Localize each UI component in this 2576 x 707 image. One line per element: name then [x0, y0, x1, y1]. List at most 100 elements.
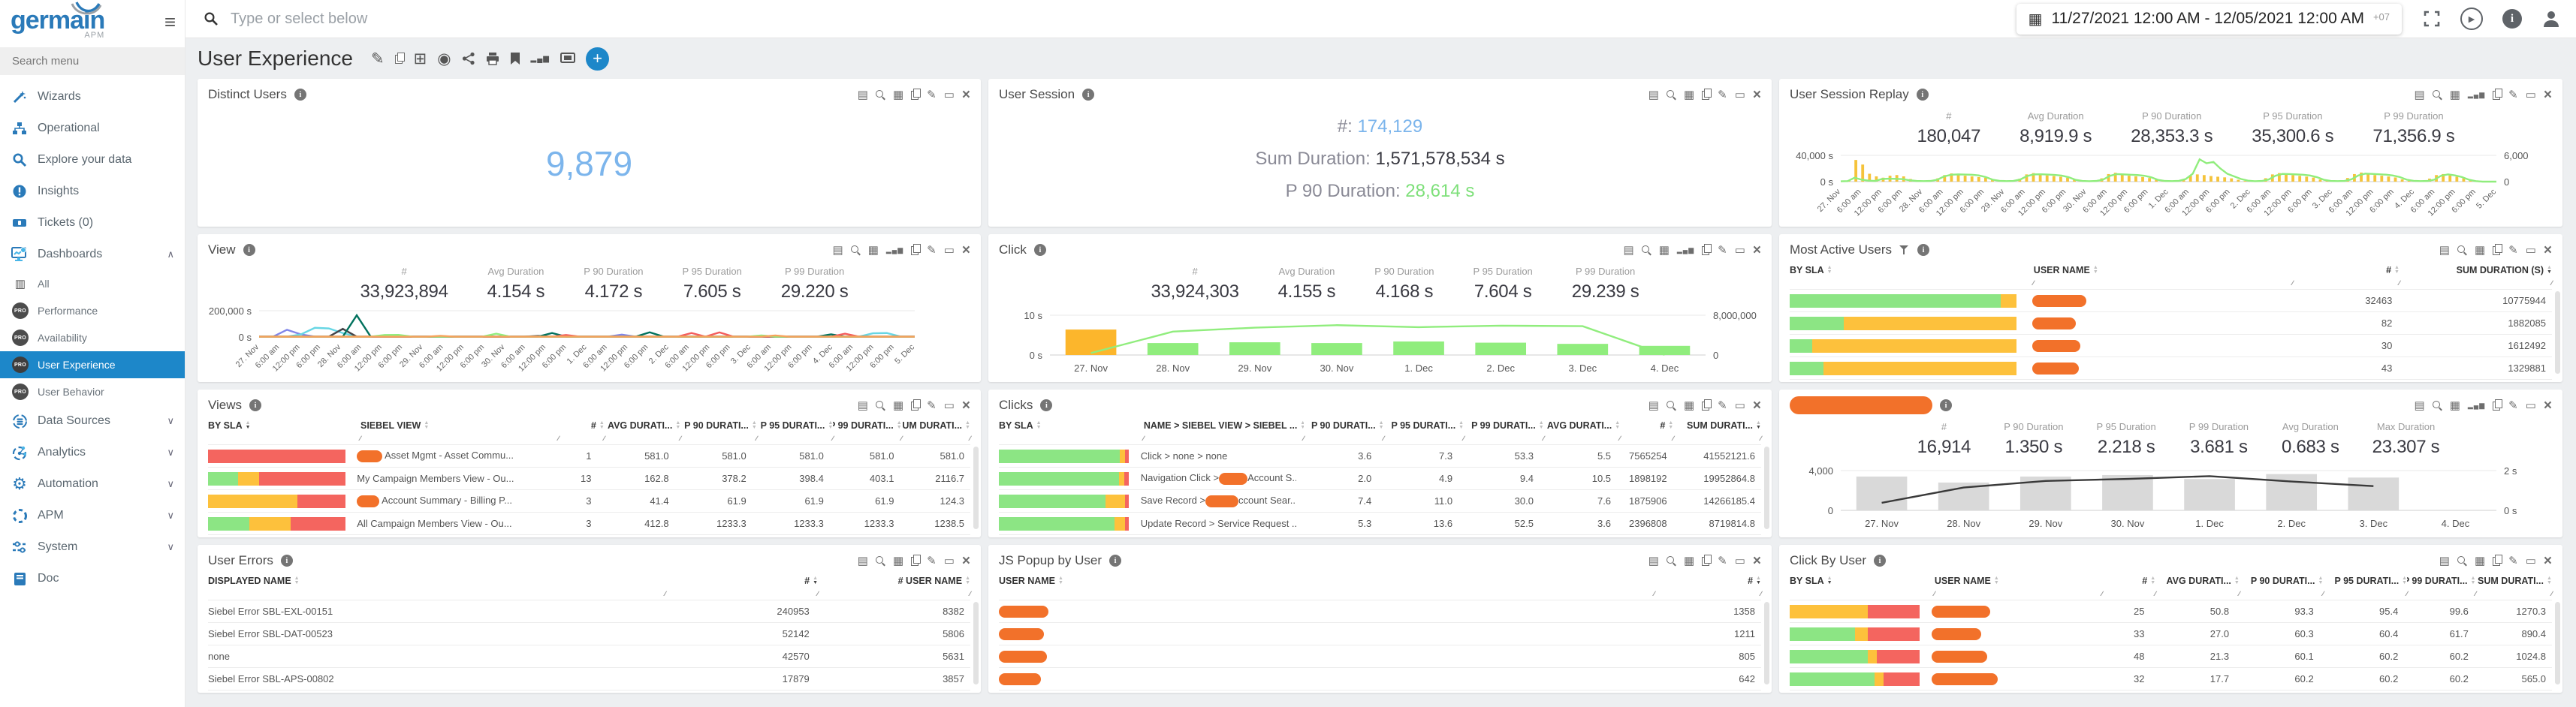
- maximize-icon[interactable]: ▭: [1734, 554, 1745, 567]
- edit-icon[interactable]: ✎: [1718, 88, 1727, 101]
- export-csv-icon[interactable]: ▤: [2439, 554, 2450, 567]
- column-resize-handle[interactable]: ∕∕: [557, 435, 560, 442]
- column-resize-handle[interactable]: ∕∕: [2032, 279, 2035, 287]
- maximize-icon[interactable]: ▭: [2525, 554, 2536, 567]
- chart-type-icon[interactable]: ▂▄▆: [885, 245, 904, 254]
- sidebar-item-all[interactable]: ▥ All: [0, 270, 185, 297]
- column-resize-handle[interactable]: ∕∕: [1383, 435, 1385, 442]
- edit-icon[interactable]: ✎: [1718, 243, 1727, 257]
- edit-icon[interactable]: ✎: [927, 399, 937, 412]
- column-header[interactable]: BY SLA ▲ ▼: [1790, 265, 1832, 275]
- export-csv-icon[interactable]: ▤: [2414, 399, 2425, 412]
- table-row[interactable]: none 42570 5631: [208, 645, 970, 667]
- column-header[interactable]: P 90 DURATI... ▲ ▼: [684, 420, 757, 431]
- zoom-icon[interactable]: [2432, 89, 2442, 100]
- table-row[interactable]: 1358: [999, 600, 1761, 622]
- column-header[interactable]: # USER NAME ▲ ▼: [897, 576, 970, 586]
- calendar-icon[interactable]: ▦: [1658, 243, 1670, 257]
- grid-layout-icon[interactable]: ⊞: [413, 50, 427, 68]
- fullscreen-icon[interactable]: [2423, 10, 2441, 28]
- calendar-icon[interactable]: ▦: [892, 554, 904, 567]
- column-header[interactable]: AVG DURATI... ▲ ▼: [608, 420, 681, 431]
- copy-icon[interactable]: [2493, 243, 2503, 255]
- export-csv-icon[interactable]: ▤: [2439, 243, 2450, 257]
- presentation-icon[interactable]: [560, 52, 575, 65]
- close-icon[interactable]: ×: [1752, 86, 1761, 103]
- copy-icon[interactable]: [2493, 88, 2503, 100]
- column-resize-handle[interactable]: ∕∕: [1933, 590, 1935, 597]
- column-resize-handle[interactable]: ∕∕: [832, 435, 834, 442]
- zoom-icon[interactable]: [1666, 400, 1676, 411]
- column-resize-handle[interactable]: ∕∕: [2398, 279, 2400, 287]
- maximize-icon[interactable]: ▭: [1734, 399, 1745, 412]
- maximize-icon[interactable]: ▭: [2525, 88, 2536, 101]
- column-header[interactable]: P 90 DURATI... ▲ ▼: [1311, 420, 1384, 431]
- calendar-icon[interactable]: ▦: [2474, 243, 2486, 257]
- maximize-icon[interactable]: ▭: [943, 88, 955, 101]
- export-csv-icon[interactable]: ▤: [857, 88, 868, 101]
- calendar-icon[interactable]: ▦: [892, 88, 904, 101]
- column-resize-handle[interactable]: ∕∕: [2322, 590, 2324, 597]
- column-resize-handle[interactable]: ∕∕: [359, 435, 361, 442]
- column-header[interactable]: SUM DURATI... ▲ ▼: [2478, 576, 2552, 586]
- column-resize-handle[interactable]: ∕∕: [2291, 279, 2294, 287]
- column-header[interactable]: P 95 DURATI... ▲ ▼: [760, 420, 834, 431]
- maximize-icon[interactable]: ▭: [1734, 88, 1745, 101]
- edit-icon[interactable]: ✎: [1718, 399, 1727, 412]
- export-csv-icon[interactable]: ▤: [1623, 243, 1634, 257]
- sidebar-item-user-behavior[interactable]: PRO User Behavior: [0, 378, 185, 405]
- column-header[interactable]: # ▲ ▼: [804, 576, 818, 586]
- sidebar-item-tickets[interactable]: Tickets (0): [0, 207, 185, 239]
- table-row[interactable]: Siebel Error SBL-DAT-00523 52142 5806: [208, 622, 970, 645]
- info-icon[interactable]: i: [1874, 555, 1887, 567]
- copy-icon[interactable]: [394, 52, 405, 64]
- scrollbar[interactable]: [2555, 291, 2560, 374]
- scrollbar[interactable]: [973, 447, 979, 529]
- table-row[interactable]: 632: [999, 690, 1761, 693]
- filter-icon[interactable]: [1899, 245, 1910, 255]
- close-icon[interactable]: ×: [961, 552, 970, 569]
- zoom-icon[interactable]: [1666, 89, 1676, 100]
- table-row[interactable]: 1211: [999, 622, 1761, 645]
- zoom-icon[interactable]: [2457, 555, 2467, 566]
- column-resize-handle[interactable]: ∕∕: [1653, 590, 1655, 597]
- maximize-icon[interactable]: ▭: [943, 554, 955, 567]
- column-header[interactable]: # ▲ ▼: [1748, 576, 1761, 586]
- table-row[interactable]: All Campaign Members View - Ou... 3 412.8 1…: [208, 512, 970, 534]
- maximize-icon[interactable]: ▭: [943, 399, 955, 412]
- scrollbar[interactable]: [2555, 602, 2560, 684]
- column-header[interactable]: P 99 DURATI... ▲ ▼: [2407, 576, 2476, 586]
- column-header[interactable]: USER NAME ▲ ▼: [2033, 265, 2098, 275]
- sidebar-item-insights[interactable]: Insights: [0, 176, 185, 207]
- copy-icon[interactable]: [911, 243, 922, 255]
- info-icon[interactable]: i: [249, 399, 262, 411]
- sidebar-item-automation[interactable]: ⚙ Automation ∨: [0, 468, 185, 500]
- export-csv-icon[interactable]: ▤: [832, 243, 843, 257]
- export-csv-icon[interactable]: ▤: [857, 399, 868, 412]
- germain-logo[interactable]: germain APM: [11, 2, 105, 40]
- copy-icon[interactable]: [2493, 399, 2503, 411]
- column-resize-handle[interactable]: ∕∕: [2475, 590, 2476, 597]
- info-icon[interactable]: i: [1109, 555, 1122, 567]
- table-row[interactable]: Trouble Ticket - Trouble Tick...16045.81…: [208, 534, 970, 537]
- table-row[interactable]: 32 17.7 60.2 60.2 60.2 565.0: [1790, 667, 2552, 690]
- info-icon[interactable]: i: [1040, 399, 1053, 411]
- edit-icon[interactable]: ✎: [370, 50, 385, 68]
- info-icon[interactable]: i: [1940, 399, 1952, 411]
- info-icon[interactable]: i: [294, 89, 306, 101]
- table-row[interactable]: 241307193: [1790, 379, 2552, 382]
- column-resize-handle[interactable]: ∕∕: [756, 435, 758, 442]
- export-csv-icon[interactable]: ▤: [1648, 399, 1659, 412]
- global-search-input[interactable]: [229, 9, 2016, 29]
- edit-icon[interactable]: ✎: [2508, 399, 2518, 412]
- redacted-chart[interactable]: 4,000 0 2 s 0 s 27. Nov 28. Nov 29. Nov 30. Nov…: [1787, 465, 2555, 533]
- chart-type-icon[interactable]: ▂▄▆: [1676, 245, 1695, 254]
- column-resize-handle[interactable]: ∕∕: [969, 435, 971, 442]
- calendar-icon[interactable]: ▦: [2474, 554, 2486, 567]
- click-chart[interactable]: 10 s 0 s 8,000,000 0 27. Nov 28. Nov 29. Nov 30…: [996, 309, 1764, 378]
- sidebar-item-data-sources[interactable]: Data Sources ∨: [0, 405, 185, 437]
- print-icon[interactable]: [486, 52, 499, 65]
- signal-bars-icon[interactable]: ▂▄▆: [530, 54, 550, 63]
- table-row[interactable]: 82 1882085: [1790, 311, 2552, 334]
